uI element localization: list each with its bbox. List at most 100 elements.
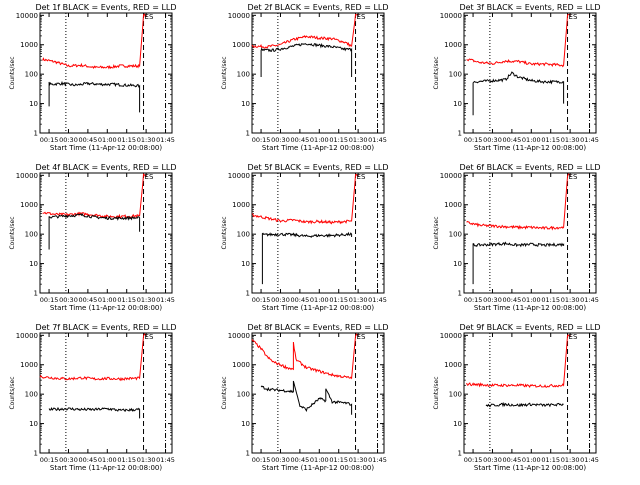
y-tick-label: 1	[34, 130, 38, 138]
y-tick-label: 10000	[228, 12, 250, 20]
x-axis-label: Start Time (11-Apr-12 00:08:00)	[474, 144, 586, 152]
x-tick-label: 01:45	[156, 456, 175, 464]
x-tick-label: 00:45	[79, 296, 98, 304]
x-tick-label: 00:30	[483, 456, 502, 464]
x-tick-label: 00:15	[464, 456, 483, 464]
y-axis-label: Counts/sec	[9, 376, 16, 409]
y-tick-label: 1000	[232, 201, 250, 209]
x-tick-label: 00:15	[252, 456, 271, 464]
axes-frame	[463, 172, 597, 294]
y-tick-label: 10000	[16, 172, 38, 180]
chart-panel-9: Det 9f BLACK = Events, RED = LLD 1 10 100 10…	[433, 323, 601, 472]
x-tick-label: 01:15	[541, 456, 560, 464]
x-tick-label: 00:45	[503, 456, 522, 464]
y-tick-label: 1000	[20, 361, 38, 369]
y-axis-label: Counts/sec	[9, 56, 16, 89]
y-tick-label: 10	[29, 100, 38, 108]
y-tick-label: 100	[449, 391, 462, 399]
y-axis-label: Counts/sec	[433, 216, 440, 249]
y-axis-label: Counts/sec	[433, 56, 440, 89]
series-line-events	[48, 213, 141, 250]
series-line-lld	[466, 173, 571, 231]
y-tick-label: 1	[246, 450, 250, 458]
y-tick-label: 100	[449, 71, 462, 79]
x-tick-label: 01:45	[368, 296, 387, 304]
x-tick-label: 01:00	[98, 456, 117, 464]
axes-frame	[39, 172, 173, 294]
x-tick-label: 01:30	[561, 456, 580, 464]
x-tick-label: 01:00	[522, 456, 541, 464]
x-tick-label: 00:30	[59, 136, 78, 144]
axes-frame	[39, 332, 173, 454]
axes-frame	[251, 172, 385, 294]
x-tick-label: 01:15	[329, 456, 348, 464]
y-tick-label: 1	[458, 290, 462, 298]
x-axis-label: Start Time (11-Apr-12 00:08:00)	[262, 464, 374, 472]
y-tick-label: 10000	[440, 172, 462, 180]
y-tick-label: 10	[241, 100, 250, 108]
x-tick-label: 00:15	[40, 296, 59, 304]
y-tick-label: 10	[453, 100, 462, 108]
y-tick-label: 1	[34, 450, 38, 458]
x-tick-label: 01:45	[580, 456, 599, 464]
chart-panel-5: Det 5f BLACK = Events, RED = LLD 1 10 100 10…	[221, 163, 389, 312]
x-tick-label: 01:00	[522, 136, 541, 144]
y-tick-label: 10000	[440, 332, 462, 340]
axes-frame	[39, 12, 173, 134]
x-tick-label: 01:00	[98, 296, 117, 304]
y-tick-label: 1000	[444, 361, 462, 369]
x-tick-label: 00:45	[291, 136, 310, 144]
x-tick-label: 00:30	[483, 296, 502, 304]
x-axis-label: Start Time (11-Apr-12 00:08:00)	[50, 304, 162, 312]
y-tick-label: 10000	[440, 12, 462, 20]
series-line-lld	[251, 333, 359, 380]
x-axis-label: Start Time (11-Apr-12 00:08:00)	[474, 304, 586, 312]
series-line-lld	[42, 13, 147, 70]
y-tick-label: 10000	[228, 332, 250, 340]
series-line-events	[260, 380, 353, 415]
series-line-events	[48, 406, 141, 419]
y-tick-label: 10	[241, 260, 250, 268]
panel-title: Det 2f BLACK = Events, RED = LLD	[247, 3, 388, 12]
x-axis-label: Start Time (11-Apr-12 00:08:00)	[474, 464, 586, 472]
x-tick-label: 00:45	[291, 456, 310, 464]
x-tick-label: 00:30	[59, 456, 78, 464]
x-tick-label: 01:30	[349, 456, 368, 464]
x-tick-label: 00:30	[271, 456, 290, 464]
y-tick-label: 100	[237, 231, 250, 239]
x-tick-label: 00:30	[483, 136, 502, 144]
x-tick-label: 01:15	[117, 136, 136, 144]
y-tick-label: 1	[246, 290, 250, 298]
x-tick-label: 00:45	[503, 136, 522, 144]
x-tick-label: 00:45	[291, 296, 310, 304]
panel-title: Det 9f BLACK = Events, RED = LLD	[459, 323, 600, 332]
chart-panel-6: Det 6f BLACK = Events, RED = LLD 1 10 100 10…	[433, 163, 601, 312]
x-tick-label: 01:45	[580, 136, 599, 144]
y-tick-label: 1	[34, 290, 38, 298]
y-tick-label: 100	[25, 231, 38, 239]
event-marker-label: ES	[357, 333, 366, 341]
y-tick-label: 100	[25, 391, 38, 399]
x-tick-label: 01:00	[522, 296, 541, 304]
chart-panel-4: Det 4f BLACK = Events, RED = LLD 1 10 100 10…	[9, 163, 177, 312]
x-tick-label: 01:30	[561, 136, 580, 144]
axes-frame	[463, 332, 597, 454]
y-tick-label: 1	[458, 130, 462, 138]
x-tick-label: 01:15	[329, 136, 348, 144]
y-axis-label: Counts/sec	[9, 216, 16, 249]
x-tick-label: 00:30	[271, 296, 290, 304]
x-tick-label: 01:45	[368, 136, 387, 144]
event-marker-label: ES	[145, 173, 154, 181]
axes-frame	[463, 12, 597, 134]
chart-panel-2: Det 2f BLACK = Events, RED = LLD 1 10 100 10…	[221, 3, 389, 152]
series-line-events	[260, 42, 353, 77]
x-tick-label: 01:00	[310, 296, 329, 304]
panel-title: Det 8f BLACK = Events, RED = LLD	[247, 323, 388, 332]
y-tick-label: 10	[29, 260, 38, 268]
x-tick-label: 00:45	[79, 456, 98, 464]
x-tick-label: 00:15	[464, 136, 483, 144]
y-tick-label: 10	[29, 420, 38, 428]
x-tick-label: 01:15	[329, 296, 348, 304]
x-tick-label: 01:15	[541, 296, 560, 304]
